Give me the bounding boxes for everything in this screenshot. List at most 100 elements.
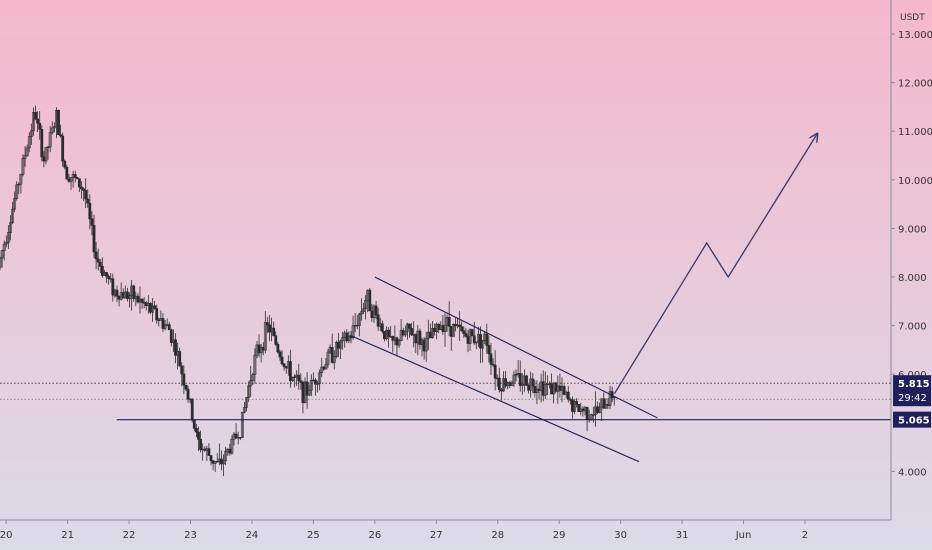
candle-body xyxy=(32,112,35,132)
candle-body xyxy=(240,411,244,438)
candle-body xyxy=(82,188,85,191)
candle-body xyxy=(100,266,104,276)
candle-body xyxy=(65,166,69,180)
candle-body xyxy=(251,374,255,381)
candle-body xyxy=(230,438,234,454)
candle-body xyxy=(38,122,42,130)
candle-body xyxy=(21,158,25,175)
candle-body xyxy=(194,428,198,433)
candle-body xyxy=(77,178,81,188)
candle-body xyxy=(178,351,182,367)
candle-body xyxy=(80,186,83,190)
x-tick-label: 30 xyxy=(614,530,627,541)
candle-body xyxy=(151,305,154,313)
candle-body xyxy=(470,329,474,337)
x-tick-label: 28 xyxy=(491,530,504,541)
candle-body xyxy=(34,112,37,120)
candle-body xyxy=(222,460,225,465)
countdown-value: 29:42 xyxy=(898,393,927,404)
candle-body xyxy=(357,313,361,326)
x-tick-label: 2 xyxy=(802,530,808,541)
candle-body xyxy=(399,330,403,341)
x-tick-label: 22 xyxy=(123,530,136,541)
candle-body xyxy=(23,155,27,159)
candle-body xyxy=(458,324,462,327)
candle-body xyxy=(75,177,79,180)
candle-body xyxy=(52,126,56,129)
candle-body xyxy=(128,295,131,300)
candle-body xyxy=(96,258,100,263)
candle-body xyxy=(27,136,31,149)
plot-area[interactable] xyxy=(0,105,891,477)
x-tick-label: 26 xyxy=(368,530,381,541)
candle-body xyxy=(199,439,202,450)
channel-lower-line xyxy=(350,334,640,463)
candle-body xyxy=(514,373,518,376)
candle-body xyxy=(190,398,194,421)
candle-body xyxy=(604,404,608,409)
candle-body xyxy=(334,341,338,357)
x-tick-label: 24 xyxy=(246,530,259,541)
candle-body xyxy=(169,329,173,343)
candle-body xyxy=(374,305,378,316)
candle-body xyxy=(602,398,606,409)
candle-body xyxy=(92,225,96,253)
candle-body xyxy=(272,327,276,337)
candle-body xyxy=(320,366,324,374)
y-tick-label: 13.000 xyxy=(898,30,932,41)
candle-body xyxy=(88,202,92,220)
candle-body xyxy=(11,208,14,224)
projection-arrow xyxy=(613,134,818,394)
candle-body xyxy=(63,160,67,168)
candle-body xyxy=(0,257,2,268)
candle-body xyxy=(209,455,213,461)
candle-body xyxy=(525,375,528,386)
candle-body xyxy=(472,335,476,344)
candle-body xyxy=(282,363,286,367)
candle-body xyxy=(274,335,278,345)
x-tick-label: 25 xyxy=(307,530,320,541)
candle-body xyxy=(245,397,248,408)
candle-body xyxy=(316,383,319,385)
candle-body xyxy=(351,325,355,339)
candle-body xyxy=(84,190,88,200)
x-tick-label: 27 xyxy=(430,530,443,541)
x-tick-label: 21 xyxy=(61,530,74,541)
candle-body xyxy=(2,243,6,251)
candle-body xyxy=(410,328,413,336)
candle-body xyxy=(341,337,345,342)
candle-body xyxy=(481,339,485,349)
candle-body xyxy=(324,363,328,370)
candle-body xyxy=(0,250,4,259)
candle-body xyxy=(575,401,579,405)
candle-body xyxy=(608,391,612,406)
candle-body xyxy=(46,146,50,149)
candle-body xyxy=(497,377,501,391)
candle-body xyxy=(36,118,40,124)
candle-body xyxy=(293,376,296,378)
price-tags: 5.815 29:42 5.065 xyxy=(893,375,931,428)
candle-body xyxy=(163,324,167,329)
y-tick-label: 7.000 xyxy=(898,322,927,333)
candle-body xyxy=(535,388,539,393)
unit-label: USDT xyxy=(900,13,925,23)
candle-body xyxy=(307,389,311,396)
candle-body xyxy=(289,361,292,382)
candle-body xyxy=(380,323,384,332)
y-tick-label: 8.000 xyxy=(898,273,927,284)
candle-body xyxy=(182,373,186,386)
candle-body xyxy=(364,300,368,310)
candle-body xyxy=(29,130,33,137)
x-tick-label: 23 xyxy=(184,530,197,541)
candle-body xyxy=(9,222,12,233)
candle-body xyxy=(13,198,17,210)
candle-body xyxy=(491,363,495,366)
candle-body xyxy=(585,407,589,420)
candle-body xyxy=(309,379,313,391)
candle-body xyxy=(332,356,336,363)
candle-body xyxy=(447,317,451,327)
candle-body xyxy=(107,275,111,279)
candle-body xyxy=(462,330,466,334)
